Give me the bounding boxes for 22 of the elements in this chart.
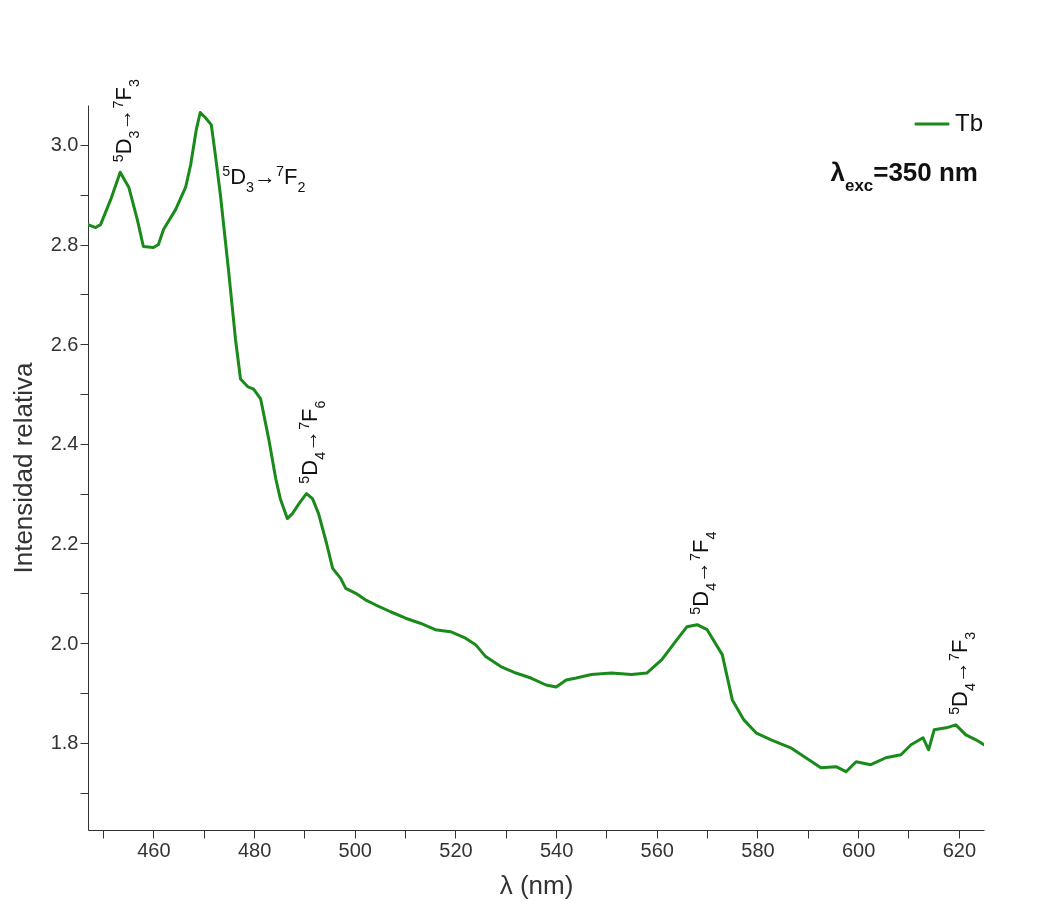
line-series <box>88 110 984 774</box>
x-tick-label: 560 <box>640 838 674 861</box>
x-tick-label: 500 <box>338 838 372 861</box>
x-tick-label: 600 <box>841 838 876 861</box>
y-tick-label: 2.4 <box>50 432 79 455</box>
y-tick-label: 3.0 <box>50 133 79 156</box>
annotation: λ$_{exc}$=350 nm <box>830 157 978 195</box>
y-axis-title: Intensidad relativa <box>7 361 38 574</box>
x-tick-label: 480 <box>237 838 272 861</box>
y-tick-label: 2.2 <box>50 531 79 554</box>
x-axis-title: λ (nm) <box>499 869 574 900</box>
x-tick-label: 520 <box>439 838 473 861</box>
y-tick-label: 2.0 <box>50 631 79 654</box>
x-tick-label: 540 <box>539 838 574 861</box>
y-tick-label: 2.6 <box>50 332 79 355</box>
y-tick-label: 1.8 <box>50 731 79 754</box>
x-tick-label: 580 <box>741 838 775 861</box>
legend-label: Tb <box>955 109 984 136</box>
x-tick-label: 460 <box>137 838 171 861</box>
annotation: $^{5}$D$_{3}$→$^{7}$F$_{2}$ <box>222 163 306 196</box>
x-tick-label: 620 <box>942 838 977 861</box>
y-tick-label: 2.8 <box>50 233 79 256</box>
